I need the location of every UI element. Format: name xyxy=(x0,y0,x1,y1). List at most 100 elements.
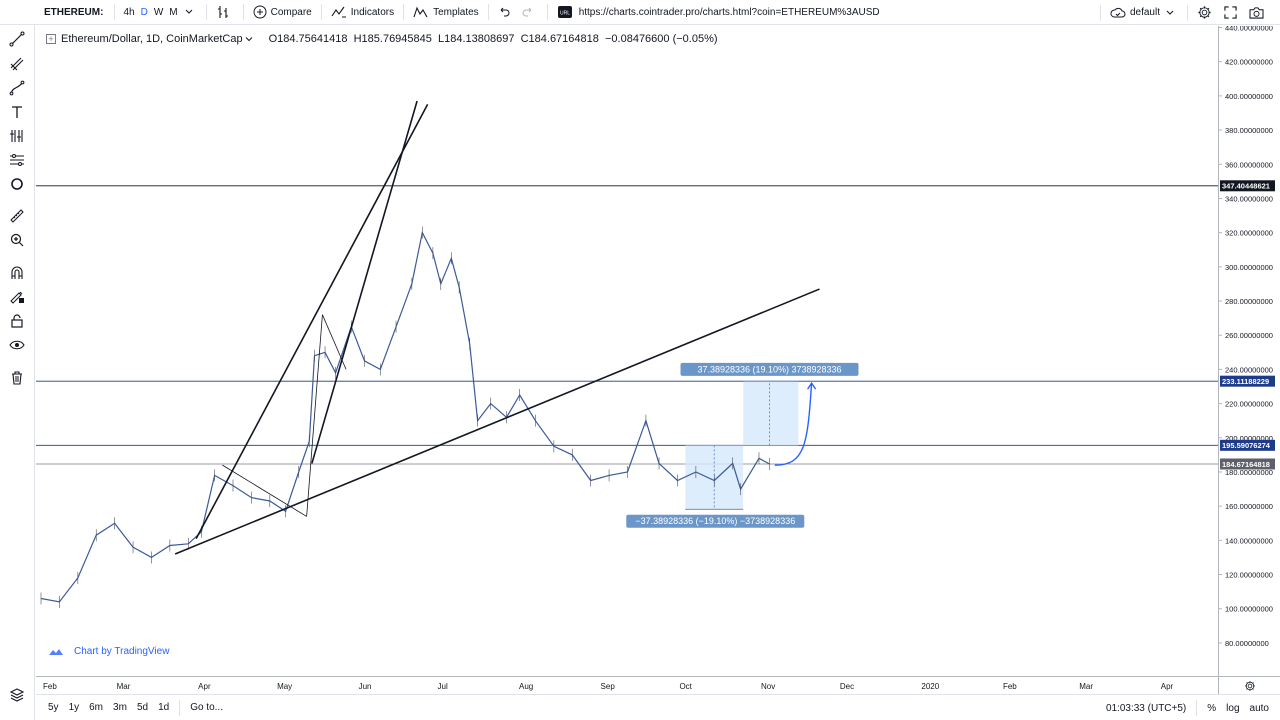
text-tool-icon[interactable] xyxy=(8,103,26,121)
interval-d[interactable]: D xyxy=(140,6,148,18)
divider xyxy=(487,4,489,20)
time-scale[interactable]: Feb Mar Apr May Jun Jul Aug Sep Oct Nov Dec 2020 Feb… xyxy=(36,676,1218,694)
unlock-icon[interactable] xyxy=(8,312,26,330)
price-badge[interactable] xyxy=(1220,458,1275,470)
templates-button[interactable]: Templates xyxy=(409,0,483,25)
redo-button[interactable] xyxy=(518,0,542,25)
divider xyxy=(546,4,548,20)
candles-icon xyxy=(217,6,228,18)
chart-url-text: https://charts.cointrader.pro/charts.htm… xyxy=(578,6,880,18)
time-tick-label: May xyxy=(277,682,292,691)
eye-icon[interactable] xyxy=(8,336,26,354)
tradingview-watermark[interactable]: Chart by TradingView xyxy=(48,646,169,657)
time-tick-label: Jun xyxy=(359,682,372,691)
trash-icon[interactable] xyxy=(8,369,26,387)
gear-icon xyxy=(1198,6,1211,19)
price-tick-label: 100.00000000 xyxy=(1225,605,1273,614)
indicators-button[interactable]: Indicators xyxy=(327,0,398,25)
price-badge[interactable] xyxy=(1220,375,1275,387)
price-badge-label: 195.59076274 xyxy=(1222,441,1271,450)
divider xyxy=(114,4,116,20)
clock[interactable]: 01:03:33 (UTC+5) xyxy=(1105,702,1187,714)
range-5d[interactable]: 5d xyxy=(136,702,149,713)
trend-line-drawing[interactable] xyxy=(195,104,429,540)
range-5y[interactable]: 5y xyxy=(48,702,59,713)
time-tick-label: Nov xyxy=(761,682,775,691)
range-1y[interactable]: 1y xyxy=(68,702,80,713)
shapes-icon[interactable] xyxy=(8,175,26,193)
range-6m[interactable]: 6m xyxy=(89,702,104,713)
time-tick-label: Oct xyxy=(679,682,692,691)
price-chart[interactable]: −37.38928336 (−19.10%) −3738928336 37.389… xyxy=(36,26,1218,676)
svg-text:URL: URL xyxy=(560,11,570,17)
price-tick-label: 140.00000000 xyxy=(1225,536,1273,545)
measure-up-label[interactable]: 37.38928336 (19.10%) 3738928336 xyxy=(680,362,859,376)
projection-curve-arrow[interactable] xyxy=(774,383,813,466)
chevron-down-icon[interactable] xyxy=(245,35,253,43)
lock-drawings-icon[interactable] xyxy=(8,288,26,306)
price-tick-label: 320.00000000 xyxy=(1225,229,1273,238)
series-title[interactable]: Ethereum/Dollar, 1D, CoinMarketCap xyxy=(61,33,243,45)
price-tick-label: 380.00000000 xyxy=(1225,126,1273,135)
price-badge-label: 347.40448621 xyxy=(1222,182,1270,191)
auto-toggle[interactable]: auto xyxy=(1249,702,1269,714)
price-scale[interactable]: 440.00000000 420.00000000 400.00000000 380.… xyxy=(1218,24,1280,676)
interval-4h[interactable]: 4h xyxy=(123,6,135,18)
measure-up-box[interactable] xyxy=(743,381,799,446)
measure-down-label[interactable]: −37.38928336 (−19.10%) −3738928336 xyxy=(626,514,805,528)
price-tick-label: 120.00000000 xyxy=(1225,571,1273,580)
trend-line-drawing[interactable] xyxy=(311,100,418,464)
log-toggle[interactable]: log xyxy=(1226,702,1240,714)
prediction-icon[interactable] xyxy=(8,151,26,169)
trend-line-drawing[interactable] xyxy=(174,288,820,555)
divider xyxy=(320,4,322,20)
trend-line-icon[interactable] xyxy=(8,30,26,48)
top-toolbar: ETHEREUM: 4h D W M Compare Indicators Te… xyxy=(0,0,1280,25)
ruler-icon[interactable] xyxy=(8,207,26,225)
settings-button[interactable] xyxy=(1193,0,1220,25)
brush-icon[interactable] xyxy=(8,79,26,97)
price-badge[interactable] xyxy=(1220,180,1275,192)
tradingview-logo-icon xyxy=(49,648,63,655)
templates-icon xyxy=(413,6,428,18)
price-badge[interactable] xyxy=(1220,439,1275,451)
chart-type-button[interactable] xyxy=(212,0,238,25)
compare-button[interactable]: Compare xyxy=(249,0,316,25)
percent-toggle[interactable]: % xyxy=(1207,702,1217,714)
zoom-in-icon[interactable] xyxy=(8,231,26,249)
chart-url[interactable]: URL https://charts.cointrader.pro/charts… xyxy=(553,0,880,25)
time-tick-label: Mar xyxy=(117,682,131,691)
undo-button[interactable] xyxy=(494,0,518,25)
fullscreen-button[interactable] xyxy=(1220,0,1245,25)
time-tick-label: 2020 xyxy=(921,682,939,691)
redo-icon xyxy=(522,7,532,17)
patterns-icon[interactable] xyxy=(8,127,26,145)
pitchfork-icon[interactable] xyxy=(8,55,26,73)
trend-line-drawing[interactable] xyxy=(322,314,347,370)
divider xyxy=(179,699,181,716)
indicators-label: Indicators xyxy=(350,6,395,18)
camera-icon xyxy=(1249,7,1264,19)
interval-m[interactable]: M xyxy=(169,6,178,18)
time-tick-label: Jul xyxy=(438,682,448,691)
snapshot-button[interactable] xyxy=(1245,0,1272,25)
price-tick-label: 160.00000000 xyxy=(1225,502,1273,511)
link-icon: URL xyxy=(557,6,572,18)
goto-button[interactable]: Go to... xyxy=(190,702,223,713)
range-1d[interactable]: 1d xyxy=(158,702,170,713)
trend-line-drawing[interactable] xyxy=(222,464,307,517)
magnet-icon[interactable] xyxy=(8,264,26,282)
trend-line-drawing[interactable] xyxy=(306,314,323,517)
symbol-search[interactable]: ETHEREUM: xyxy=(44,6,104,18)
range-3m[interactable]: 3m xyxy=(113,702,127,713)
interval-w[interactable]: W xyxy=(153,6,164,18)
compare-label: Compare xyxy=(270,6,312,18)
object-tree-icon[interactable] xyxy=(8,686,26,704)
price-series-line[interactable] xyxy=(40,230,770,603)
layout-button[interactable]: default xyxy=(1106,0,1182,25)
scale-settings[interactable] xyxy=(1218,676,1280,694)
interval-dropdown[interactable] xyxy=(181,0,201,25)
collapse-legend-icon[interactable]: + xyxy=(46,34,56,44)
chart-pane[interactable]: −37.38928336 (−19.10%) −3738928336 37.389… xyxy=(36,26,1218,676)
